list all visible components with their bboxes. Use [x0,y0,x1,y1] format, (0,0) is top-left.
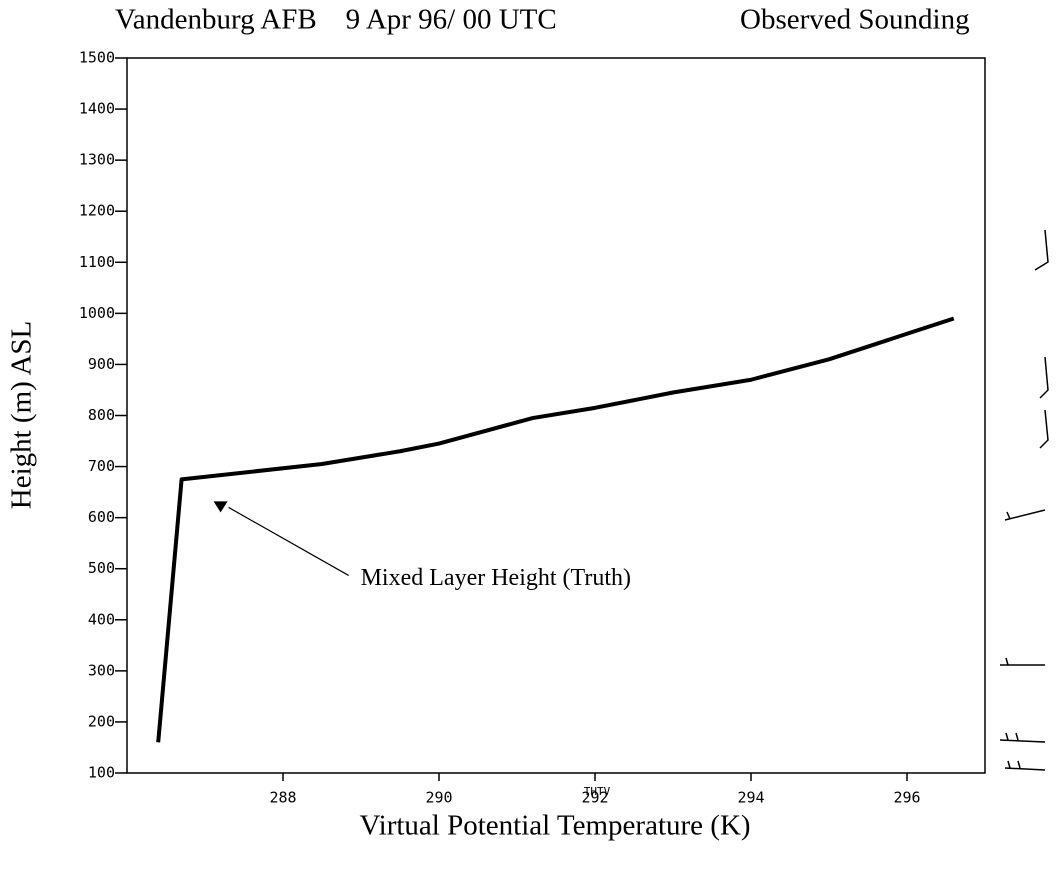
x-axis-label: Virtual Potential Temperature (K) [359,810,750,842]
y-tick-label: 200 [88,712,115,730]
y-tick-label: 300 [88,661,115,679]
data-line [156,316,955,743]
annotation-arrow [228,506,349,576]
y-tick-label: 400 [88,610,115,628]
chart-subtitle: Observed Sounding [740,4,970,36]
x-axis-sublabel: THTV [584,785,611,798]
chart-title: Vandenburg AFB 9 Apr 96/ 00 UTC [115,4,557,36]
y-tick-label: 500 [88,559,115,577]
wind-barbs [999,229,1049,771]
y-tick-label: 800 [88,406,115,424]
annotation-marker [213,501,228,513]
y-tick-label: 900 [88,355,115,373]
x-tick-label: 296 [893,789,920,807]
x-tick-label: 292 [581,789,608,807]
y-tick-label: 1200 [79,202,115,220]
x-tick-label: 288 [269,789,296,807]
y-tick-label: 600 [88,508,115,526]
y-tick-label: 100 [88,764,115,782]
y-tick-label: 1400 [79,100,115,118]
y-tick-label: 1000 [79,304,115,322]
annotation: Mixed Layer Height (Truth) [361,565,631,591]
x-tick-label: 294 [737,789,764,807]
y-tick-label: 1300 [79,151,115,169]
x-tick-label: 290 [425,789,452,807]
y-axis-label: Height (m) ASL [6,321,38,510]
y-tick-label: 1100 [79,253,115,271]
y-tick-label: 700 [88,457,115,475]
y-tick-label: 1500 [79,49,115,67]
